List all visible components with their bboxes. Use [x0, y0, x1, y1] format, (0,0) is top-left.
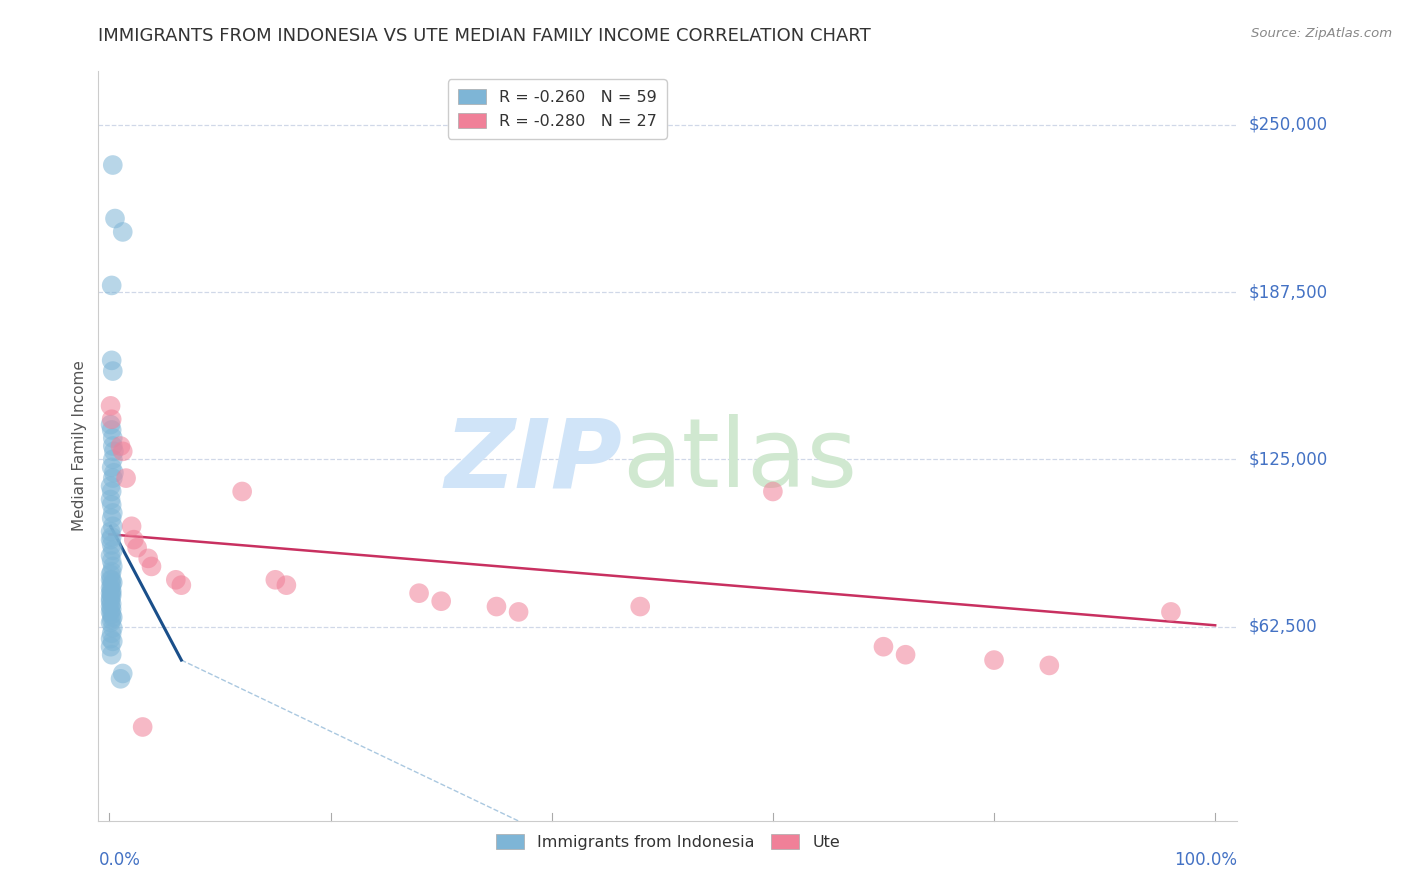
Point — [100, 278, 122, 293]
Point — [894, 648, 917, 662]
Point — [103, 444, 125, 458]
Point — [110, 672, 132, 686]
Point — [100, 626, 122, 640]
Point — [100, 567, 122, 582]
Point — [101, 575, 124, 590]
Point — [100, 417, 122, 432]
Point — [983, 653, 1005, 667]
Text: $187,500: $187,500 — [1249, 283, 1327, 301]
Point — [100, 479, 122, 493]
Point — [101, 621, 124, 635]
Point — [100, 573, 122, 587]
Point — [101, 610, 124, 624]
Text: $125,000: $125,000 — [1249, 450, 1327, 468]
Point — [100, 640, 122, 654]
Point — [100, 583, 122, 598]
Point — [111, 666, 134, 681]
Y-axis label: Median Family Income: Median Family Income — [72, 360, 87, 532]
Text: IMMIGRANTS FROM INDONESIA VS UTE MEDIAN FAMILY INCOME CORRELATION CHART: IMMIGRANTS FROM INDONESIA VS UTE MEDIAN … — [98, 27, 872, 45]
Point — [100, 599, 122, 614]
Point — [100, 581, 122, 595]
Point — [111, 444, 134, 458]
Point — [100, 533, 122, 547]
Point — [100, 423, 122, 437]
Text: Source: ZipAtlas.com: Source: ZipAtlas.com — [1251, 27, 1392, 40]
Point — [101, 364, 124, 378]
Point — [100, 412, 122, 426]
Point — [100, 460, 122, 475]
Point — [100, 648, 122, 662]
Text: atlas: atlas — [623, 415, 858, 508]
Point — [100, 538, 122, 552]
Point — [100, 565, 122, 579]
Point — [276, 578, 298, 592]
Point — [100, 615, 122, 630]
Point — [430, 594, 453, 608]
Point — [100, 353, 122, 368]
Point — [100, 594, 122, 608]
Point — [264, 573, 287, 587]
Point — [103, 466, 125, 480]
Point — [100, 591, 122, 606]
Text: 100.0%: 100.0% — [1174, 851, 1237, 869]
Point — [100, 511, 122, 525]
Point — [165, 573, 187, 587]
Point — [100, 613, 122, 627]
Point — [100, 607, 122, 622]
Point — [110, 439, 132, 453]
Point — [100, 586, 122, 600]
Point — [100, 578, 122, 592]
Point — [100, 492, 122, 507]
Point — [100, 586, 122, 600]
Point — [100, 554, 122, 568]
Point — [100, 484, 122, 499]
Point — [101, 634, 124, 648]
Point — [101, 543, 124, 558]
Point — [1160, 605, 1182, 619]
Point — [100, 602, 122, 616]
Point — [872, 640, 894, 654]
Legend: Immigrants from Indonesia, Ute: Immigrants from Indonesia, Ute — [488, 825, 848, 857]
Point — [131, 720, 153, 734]
Point — [170, 578, 193, 592]
Point — [101, 519, 124, 533]
Point — [121, 519, 143, 533]
Point — [101, 439, 124, 453]
Point — [101, 158, 124, 172]
Point — [136, 551, 159, 566]
Point — [231, 484, 253, 499]
Point — [141, 559, 163, 574]
Point — [115, 471, 138, 485]
Point — [408, 586, 430, 600]
Text: ZIP: ZIP — [444, 415, 623, 508]
Point — [101, 431, 124, 445]
Point — [100, 597, 122, 611]
Point — [762, 484, 785, 499]
Point — [100, 589, 122, 603]
Point — [122, 533, 145, 547]
Point — [100, 498, 122, 512]
Point — [111, 225, 134, 239]
Point — [1038, 658, 1060, 673]
Point — [127, 541, 149, 555]
Point — [100, 524, 122, 539]
Point — [101, 471, 124, 485]
Point — [100, 632, 122, 646]
Point — [100, 399, 122, 413]
Text: 0.0%: 0.0% — [98, 851, 141, 869]
Point — [101, 506, 124, 520]
Point — [101, 559, 124, 574]
Point — [104, 211, 127, 226]
Point — [628, 599, 651, 614]
Text: $62,500: $62,500 — [1249, 617, 1317, 636]
Point — [100, 549, 122, 563]
Point — [100, 605, 122, 619]
Point — [485, 599, 508, 614]
Point — [100, 530, 122, 544]
Point — [508, 605, 530, 619]
Point — [101, 452, 124, 467]
Point — [100, 573, 122, 587]
Text: $250,000: $250,000 — [1249, 116, 1327, 134]
